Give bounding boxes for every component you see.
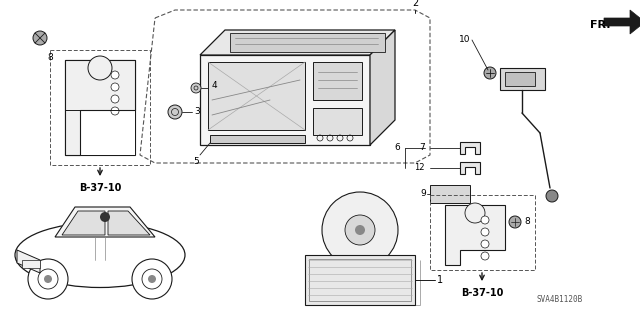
- Text: 6: 6: [394, 144, 400, 152]
- Circle shape: [481, 216, 489, 224]
- Polygon shape: [460, 162, 480, 174]
- Circle shape: [111, 71, 119, 79]
- Circle shape: [322, 192, 398, 268]
- Polygon shape: [445, 205, 505, 265]
- Circle shape: [111, 107, 119, 115]
- Text: 12: 12: [415, 164, 425, 173]
- Text: FR.: FR.: [590, 20, 611, 30]
- Text: 4: 4: [212, 80, 218, 90]
- Circle shape: [355, 225, 365, 235]
- Bar: [500, 68, 545, 90]
- Text: 2: 2: [412, 0, 418, 8]
- Polygon shape: [210, 135, 305, 143]
- Polygon shape: [370, 30, 395, 145]
- Circle shape: [465, 203, 485, 223]
- Polygon shape: [200, 55, 370, 145]
- Circle shape: [509, 216, 521, 228]
- Polygon shape: [208, 62, 305, 130]
- Bar: [80, 110, 135, 155]
- Bar: [309, 259, 411, 301]
- Text: 5: 5: [193, 157, 199, 166]
- Polygon shape: [62, 211, 105, 235]
- Circle shape: [132, 259, 172, 299]
- Text: B-37-10: B-37-10: [79, 183, 121, 193]
- Polygon shape: [460, 142, 480, 154]
- Bar: [430, 185, 470, 203]
- Circle shape: [481, 252, 489, 260]
- Text: 9: 9: [420, 189, 426, 198]
- Polygon shape: [604, 10, 640, 34]
- Circle shape: [44, 275, 52, 283]
- Polygon shape: [17, 250, 40, 273]
- Circle shape: [100, 212, 110, 222]
- Circle shape: [546, 190, 558, 202]
- Text: 8: 8: [524, 218, 530, 226]
- Circle shape: [168, 105, 182, 119]
- Circle shape: [28, 259, 68, 299]
- Polygon shape: [313, 62, 362, 100]
- Circle shape: [88, 56, 112, 80]
- Bar: [505, 72, 535, 86]
- Bar: [50, 50, 150, 165]
- Text: 7: 7: [419, 144, 425, 152]
- Circle shape: [481, 228, 489, 236]
- Text: 10: 10: [458, 35, 470, 44]
- Polygon shape: [313, 108, 362, 135]
- Text: 8: 8: [47, 53, 53, 62]
- Circle shape: [481, 240, 489, 248]
- Bar: [305, 255, 415, 305]
- Bar: [430, 195, 535, 270]
- Circle shape: [111, 83, 119, 91]
- Polygon shape: [140, 10, 430, 163]
- Polygon shape: [200, 30, 395, 55]
- Ellipse shape: [15, 222, 185, 287]
- Text: 3: 3: [194, 108, 200, 116]
- Text: SVA4B1120B: SVA4B1120B: [537, 295, 583, 305]
- Text: 1: 1: [437, 275, 443, 285]
- Circle shape: [345, 215, 375, 245]
- Bar: [22, 260, 40, 268]
- Circle shape: [33, 31, 47, 45]
- Circle shape: [111, 95, 119, 103]
- Polygon shape: [55, 207, 155, 237]
- Circle shape: [191, 83, 201, 93]
- Circle shape: [148, 275, 156, 283]
- Text: B-37-10: B-37-10: [461, 288, 503, 298]
- Bar: [65, 60, 135, 155]
- Polygon shape: [108, 211, 150, 235]
- Polygon shape: [65, 60, 135, 155]
- Polygon shape: [230, 33, 385, 52]
- Circle shape: [484, 67, 496, 79]
